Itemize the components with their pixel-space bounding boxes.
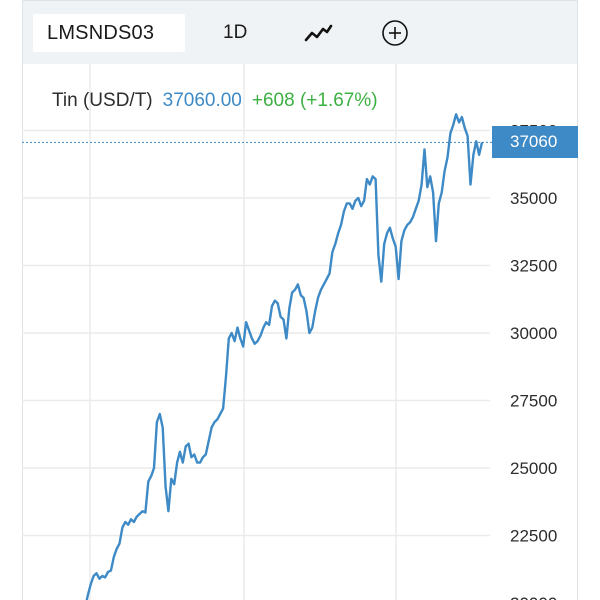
y-tick-label: 22500 (510, 527, 557, 546)
y-tick-label: 35000 (510, 189, 557, 208)
legend-series-name: Tin (USD/T) (52, 90, 153, 111)
add-indicator-button[interactable] (381, 19, 409, 47)
chart-pane[interactable] (22, 64, 578, 600)
y-tick-label: 25000 (510, 459, 557, 478)
symbol-input[interactable]: LMSNDS03 (33, 14, 185, 52)
add-circle-icon (382, 20, 408, 46)
chart-toolbar: LMSNDS03 1D (22, 0, 578, 64)
legend-change: +608 (+1.67%) (251, 90, 378, 111)
y-tick-label: 20000 (510, 594, 557, 600)
legend: Tin (USD/T) 37060.00 +608 (+1.67%) (52, 90, 378, 112)
y-tick-label: 27500 (510, 392, 557, 411)
series-line (85, 113, 484, 600)
line-chart-icon (304, 24, 333, 42)
chart-type-button[interactable] (303, 21, 333, 47)
last-price-tag: 37060 (492, 126, 578, 159)
interval-button[interactable]: 1D (223, 22, 248, 43)
y-tick-label: 32500 (510, 257, 557, 276)
legend-last-value: 37060.00 (162, 90, 242, 111)
y-tick-label: 30000 (510, 324, 557, 343)
